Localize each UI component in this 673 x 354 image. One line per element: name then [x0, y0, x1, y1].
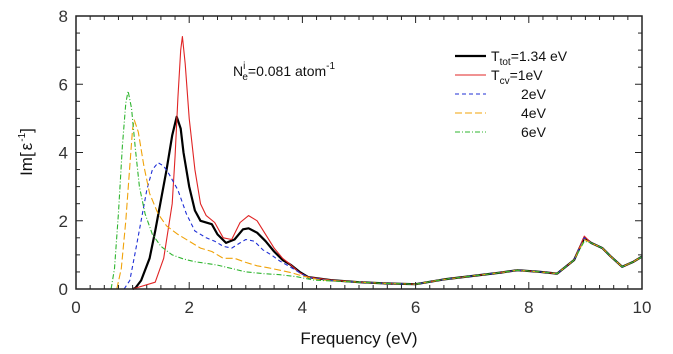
y-tick-label: 4	[59, 144, 68, 163]
series-line-t4	[116, 119, 643, 290]
y-tick-label: 2	[59, 212, 68, 231]
legend-label-ttot: Ttot=1.34 eV	[491, 48, 568, 68]
series-line-ttot	[132, 115, 643, 291]
x-axis-title: Frequency (eV)	[300, 329, 417, 348]
y-tick-label: 6	[59, 75, 68, 94]
x-tick-label: 0	[71, 298, 80, 317]
y-tick-label: 0	[59, 280, 68, 299]
x-tick-label: 4	[298, 298, 307, 317]
legend-label-tcv1: Tcv=1eV	[491, 67, 543, 87]
legend-label-t2: 2eV	[521, 86, 547, 102]
y-axis-title: Im[ε-1]	[17, 128, 36, 176]
series-line-t6	[110, 90, 643, 290]
annotation-electron-density: Ni e=0.081 atom-1	[233, 61, 335, 83]
x-tick-label: 10	[633, 298, 652, 317]
legend-label-t6: 6eV	[521, 124, 547, 140]
axis-ticks	[75, 15, 643, 290]
series-line-t2	[123, 162, 643, 290]
axis-tick-labels: 0 2 4 6 8 10 0 2 4 6 8	[59, 7, 652, 317]
plot-series	[110, 35, 643, 291]
x-tick-label: 6	[411, 298, 420, 317]
x-tick-label: 2	[184, 298, 193, 317]
x-tick-label: 8	[524, 298, 533, 317]
y-tick-label: 8	[59, 7, 68, 26]
legend-label-t4: 4eV	[521, 105, 547, 121]
